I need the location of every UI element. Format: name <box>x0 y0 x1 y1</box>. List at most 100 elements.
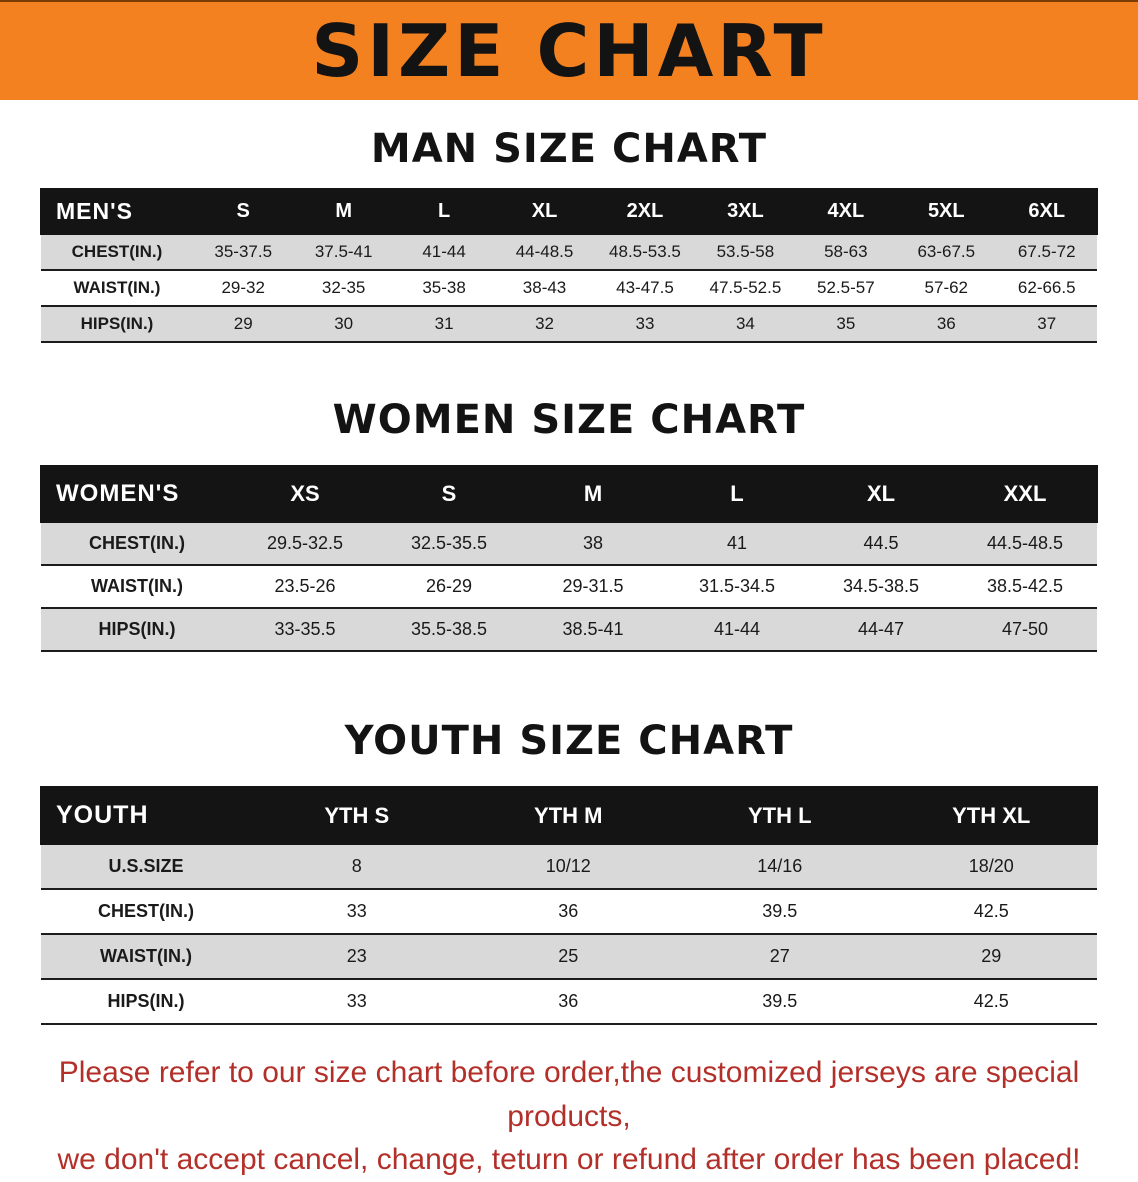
table-row: U.S.SIZE 8 10/12 14/16 18/20 <box>41 843 1097 890</box>
youth-size-table: YOUTH YTH S YTH M YTH L YTH XL U.S.SIZE 8 10/12… <box>40 786 1098 1025</box>
table-header-row: WOMEN'S XS S M L XL XXL <box>40 465 1098 523</box>
table-corner-label: MEN'S <box>40 188 194 235</box>
table-header-row: MEN'S S M L XL 2XL 3XL 4XL 5XL 6XL <box>40 188 1098 235</box>
table-row: HIPS(IN.) 33-35.5 35.5-38.5 38.5-41 41-44 44-… <box>41 607 1097 652</box>
cell-value: 35-37.5 <box>193 233 294 271</box>
cell-value: 42.5 <box>885 978 1097 1025</box>
content: MAN SIZE CHART MEN'S S M L XL 2XL 3XL 4XL 5XL 6XL… <box>0 126 1138 1025</box>
cell-value: 29-31.5 <box>521 564 665 609</box>
cell-value: 29 <box>193 305 294 343</box>
cell-value: 10/12 <box>462 843 674 890</box>
cell-value: 29.5-32.5 <box>233 521 377 566</box>
cell-value: 41-44 <box>393 233 495 271</box>
cell-value: 44-48.5 <box>494 233 595 271</box>
youth-section: YOUTH SIZE CHART YOUTH YTH S YTH M YTH L YTH… <box>0 718 1138 1025</box>
cell-value: 33 <box>251 888 463 935</box>
cell-value: 35-38 <box>393 269 495 307</box>
column-header: M <box>520 465 666 523</box>
row-label: HIPS(IN.) <box>41 607 233 652</box>
column-header: XXL <box>952 465 1098 523</box>
table-corner-label: WOMEN'S <box>40 465 234 523</box>
women-section: WOMEN SIZE CHART WOMEN'S XS S M L XL XXL CHEST(… <box>0 397 1138 652</box>
cell-value: 41 <box>665 521 809 566</box>
cell-value: 8 <box>251 843 463 890</box>
cell-value: 36 <box>462 978 674 1025</box>
notice-line-2: we don't accept cancel, change, teturn o… <box>57 1143 1081 1176</box>
table-header-row: YOUTH YTH S YTH M YTH L YTH XL <box>40 786 1098 845</box>
cell-value: 27 <box>674 933 886 980</box>
column-header: 3XL <box>694 188 797 235</box>
cell-value: 33 <box>251 978 463 1025</box>
cell-value: 32.5-35.5 <box>377 521 521 566</box>
column-header: YTH M <box>461 786 675 845</box>
men-section-heading: MAN SIZE CHART <box>370 126 768 172</box>
table-row: CHEST(IN.) 33 36 39.5 42.5 <box>41 888 1097 935</box>
column-header: 2XL <box>593 188 697 235</box>
cell-value: 38 <box>521 521 665 566</box>
notice-line-1: Please refer to our size chart before or… <box>58 1056 1080 1133</box>
column-header: 6XL <box>995 188 1098 235</box>
cell-value: 38.5-41 <box>521 607 665 652</box>
cell-value: 35.5-38.5 <box>377 607 521 652</box>
mens-size-table: MEN'S S M L XL 2XL 3XL 4XL 5XL 6XL CHEST(IN.) 35-37… <box>40 188 1098 343</box>
cell-value: 31.5-34.5 <box>665 564 809 609</box>
table-row: CHEST(IN.) 29.5-32.5 32.5-35.5 38 41 44.5 44.5… <box>41 521 1097 566</box>
column-header: S <box>191 188 295 235</box>
row-label: HIPS(IN.) <box>41 305 193 343</box>
row-label: HIPS(IN.) <box>41 978 251 1025</box>
table-row: WAIST(IN.) 23.5-26 26-29 29-31.5 31.5-34.5 34… <box>41 564 1097 609</box>
cell-value: 57-62 <box>896 269 997 307</box>
cell-value: 44.5 <box>809 521 953 566</box>
table-corner-label: YOUTH <box>40 786 252 845</box>
youth-section-heading: YOUTH SIZE CHART <box>344 718 794 764</box>
cell-value: 58-63 <box>795 233 897 271</box>
column-header: YTH S <box>250 786 464 845</box>
cell-value: 41-44 <box>665 607 809 652</box>
cell-value: 37.5-41 <box>293 233 394 271</box>
table-row: HIPS(IN.) 29 30 31 32 33 34 35 36 37 <box>41 305 1097 343</box>
column-header: XL <box>493 188 596 235</box>
row-label: WAIST(IN.) <box>41 269 193 307</box>
table-row: HIPS(IN.) 33 36 39.5 42.5 <box>41 978 1097 1025</box>
cell-value: 36 <box>462 888 674 935</box>
footer-notice: Please refer to our size chart before or… <box>20 1051 1118 1182</box>
row-label: WAIST(IN.) <box>41 933 251 980</box>
cell-value: 63-67.5 <box>896 233 997 271</box>
cell-value: 29 <box>885 933 1097 980</box>
column-header: 4XL <box>794 188 898 235</box>
banner: SIZE CHART <box>0 0 1138 100</box>
cell-value: 31 <box>393 305 495 343</box>
cell-value: 14/16 <box>674 843 886 890</box>
cell-value: 26-29 <box>377 564 521 609</box>
column-header: YTH XL <box>884 786 1098 845</box>
womens-size-table: WOMEN'S XS S M L XL XXL CHEST(IN.) 29.5-32.5 32.5… <box>40 465 1098 652</box>
cell-value: 48.5-53.5 <box>594 233 696 271</box>
cell-value: 35 <box>795 305 897 343</box>
women-section-heading: WOMEN SIZE CHART <box>332 397 806 443</box>
cell-value: 39.5 <box>674 888 886 935</box>
row-label: CHEST(IN.) <box>41 233 193 271</box>
column-header: S <box>376 465 522 523</box>
cell-value: 47-50 <box>953 607 1097 652</box>
cell-value: 47.5-52.5 <box>695 269 796 307</box>
cell-value: 38.5-42.5 <box>953 564 1097 609</box>
column-header: L <box>664 465 810 523</box>
column-header: YTH L <box>673 786 887 845</box>
cell-value: 34 <box>695 305 796 343</box>
cell-value: 67.5-72 <box>996 233 1097 271</box>
cell-value: 39.5 <box>674 978 886 1025</box>
cell-value: 36 <box>896 305 997 343</box>
column-header: 5XL <box>895 188 998 235</box>
cell-value: 34.5-38.5 <box>809 564 953 609</box>
cell-value: 32 <box>494 305 595 343</box>
cell-value: 44.5-48.5 <box>953 521 1097 566</box>
page-title: SIZE CHART <box>311 9 827 93</box>
column-header: M <box>292 188 395 235</box>
table-row: CHEST(IN.) 35-37.5 37.5-41 41-44 44-48.5 48.5… <box>41 233 1097 271</box>
cell-value: 23 <box>251 933 463 980</box>
cell-value: 33 <box>594 305 696 343</box>
cell-value: 23.5-26 <box>233 564 377 609</box>
cell-value: 29-32 <box>193 269 294 307</box>
row-label: U.S.SIZE <box>41 843 251 890</box>
